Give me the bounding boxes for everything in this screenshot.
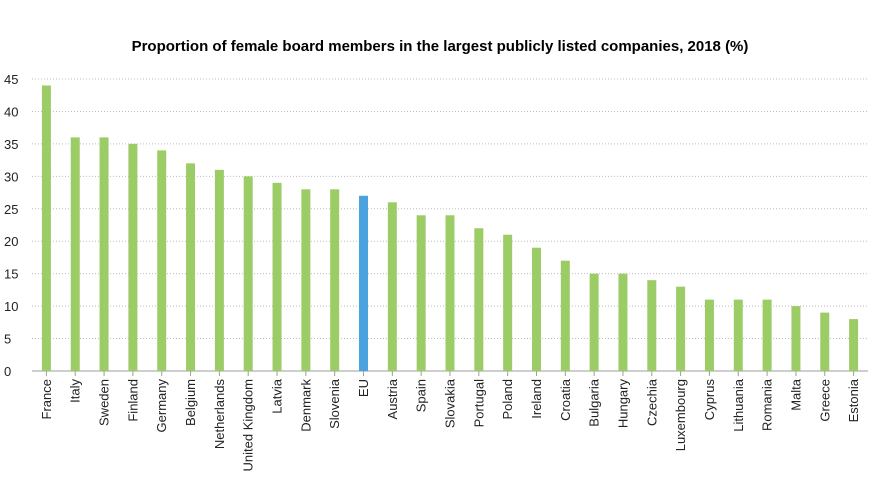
bar-poland [503, 234, 513, 371]
y-tick-label: 15 [4, 267, 18, 282]
bar-finland [128, 143, 138, 371]
x-tick-label: Poland [500, 379, 515, 419]
x-tick-label: Croatia [558, 378, 573, 421]
x-tick-label: France [39, 379, 54, 419]
bar-belgium [186, 163, 196, 371]
y-tick-label: 40 [4, 104, 18, 119]
bar-czechia [647, 280, 657, 371]
x-tick-label: EU [356, 379, 371, 397]
x-tick-label: Romania [760, 378, 775, 431]
x-axis-labels: France Italy Sweden Finland Germany Belgium Ne… [39, 378, 861, 471]
x-tick-label: Slovenia [327, 378, 342, 429]
x-tick-label: Italy [68, 379, 83, 403]
bars [41, 85, 859, 371]
x-tick-label: Lithuania [731, 378, 746, 432]
y-tick-label: 10 [4, 299, 18, 314]
bar-eu [359, 195, 369, 371]
y-tick-label: 35 [4, 137, 18, 152]
bar-netherlands [214, 169, 224, 371]
x-tick-label: Spain [414, 379, 429, 412]
bar-ireland [531, 247, 541, 371]
bar-estonia [849, 319, 859, 371]
bar-latvia [272, 182, 282, 371]
bar-germany [157, 150, 167, 371]
bar-cyprus [704, 299, 714, 371]
x-tick-label: Denmark [298, 379, 313, 432]
x-tick-label: Sweden [97, 379, 112, 426]
bar-hungary [618, 273, 628, 371]
x-tick-label: Finland [125, 379, 140, 422]
bar-italy [70, 137, 80, 371]
x-tick-label: Ireland [529, 379, 544, 419]
gridlines [32, 78, 868, 340]
x-tick-label: Belgium [183, 379, 198, 426]
x-tick-label: Slovakia [443, 378, 458, 428]
y-tick-label: 5 [4, 332, 11, 347]
bar-spain [416, 215, 426, 371]
bar-sweden [99, 137, 109, 371]
x-tick-label: Hungary [615, 379, 630, 429]
x-tick-label: Malta [788, 378, 803, 411]
bar-denmark [301, 189, 311, 371]
y-axis: 0 5 10 15 20 25 30 35 40 45 [4, 72, 868, 379]
x-tick-label: Germany [154, 379, 169, 433]
bar-romania [762, 299, 772, 371]
bar-bulgaria [589, 273, 599, 371]
x-tick-label: Netherlands [212, 379, 227, 450]
x-tick-label: Austria [385, 378, 400, 419]
x-tick-label: Latvia [270, 378, 285, 413]
y-tick-label: 0 [4, 364, 11, 379]
x-tick-label: Luxembourg [673, 379, 688, 451]
bar-greece [820, 312, 830, 371]
bar-lithuania [733, 299, 743, 371]
bar-slovenia [330, 189, 340, 371]
bar-united-kingdom [243, 176, 253, 371]
bar-croatia [560, 260, 570, 371]
chart-title: Proportion of female board members in th… [131, 38, 749, 55]
y-tick-label: 20 [4, 234, 18, 249]
bar-austria [387, 202, 397, 371]
x-tick-label: Estonia [846, 378, 861, 422]
x-tick-label: Bulgaria [587, 378, 602, 426]
x-tick-label: United Kingdom [241, 379, 256, 472]
x-tick-label: Greece [817, 379, 832, 422]
bar-france [41, 85, 51, 371]
x-tick-label: Portugal [471, 379, 486, 428]
x-tick-label: Cyprus [702, 379, 717, 421]
bar-luxembourg [676, 286, 686, 371]
y-tick-label: 45 [4, 72, 18, 87]
y-tick-label: 25 [4, 202, 18, 217]
bar-malta [791, 306, 801, 371]
bar-portugal [474, 228, 484, 371]
y-tick-label: 30 [4, 169, 18, 184]
bar-slovakia [445, 215, 455, 371]
x-tick-label: Czechia [644, 378, 659, 426]
